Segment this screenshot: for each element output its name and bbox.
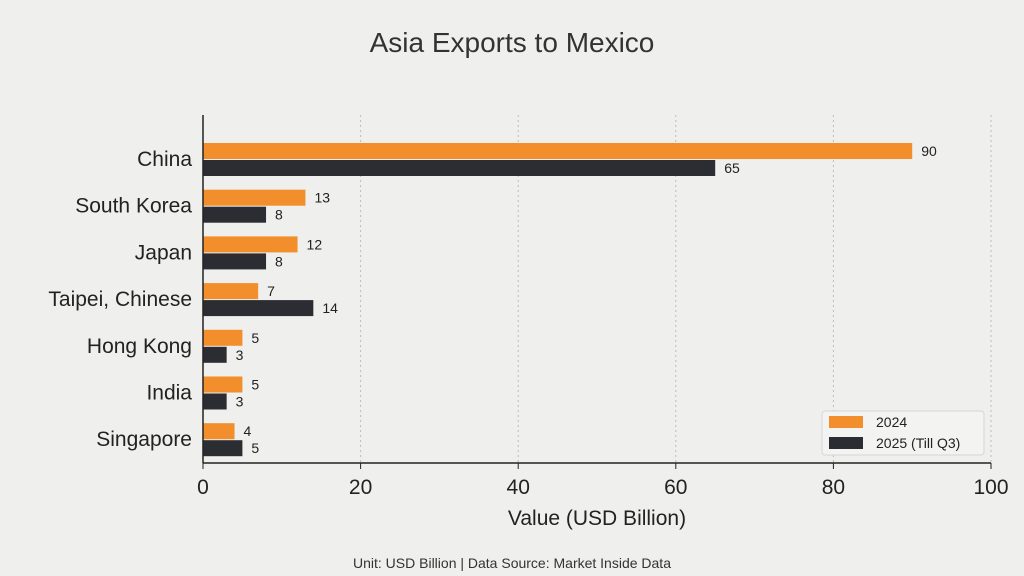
footnote: Unit: USD Billion | Data Source: Market … <box>353 555 671 571</box>
bar-2025 <box>203 393 227 410</box>
data-label: 4 <box>244 423 252 439</box>
data-label: 8 <box>275 253 283 269</box>
data-label: 3 <box>236 394 244 410</box>
data-label: 5 <box>251 330 259 346</box>
bar-2024 <box>203 189 306 206</box>
data-label: 5 <box>251 440 259 456</box>
x-tick-label: 20 <box>349 476 372 499</box>
data-label: 8 <box>275 207 283 223</box>
y-tick-label: South Korea <box>75 195 192 218</box>
data-label: 5 <box>251 377 259 393</box>
bar-2024 <box>203 423 235 440</box>
bar-2024 <box>203 376 243 393</box>
y-tick-label: China <box>137 148 192 171</box>
bar-2025 <box>203 206 267 223</box>
bar-2025 <box>203 300 314 317</box>
data-label: 90 <box>921 143 937 159</box>
data-label: 13 <box>314 190 330 206</box>
legend: 2024 2025 (Till Q3) <box>821 410 985 456</box>
y-tick-label: Singapore <box>96 428 192 451</box>
legend-label-2025: 2025 (Till Q3) <box>876 435 960 451</box>
bar-2024 <box>203 283 259 300</box>
legend-label-2024: 2024 <box>876 414 907 430</box>
legend-swatch-2024 <box>829 416 863 428</box>
bar-2025 <box>203 160 716 176</box>
bar-2025 <box>203 440 243 457</box>
bar-2024 <box>203 143 913 159</box>
bar-2024 <box>203 236 298 253</box>
x-tick-label: 60 <box>664 476 687 499</box>
data-label: 65 <box>724 160 740 176</box>
y-tick-label: India <box>146 382 192 405</box>
y-tick-label: Hong Kong <box>87 335 192 358</box>
y-tick-label: Taipei, Chinese <box>48 288 192 311</box>
legend-swatch-2025 <box>829 437 863 449</box>
data-label: 3 <box>236 347 244 363</box>
x-tick-label: 100 <box>973 476 1008 499</box>
x-tick-label: 0 <box>197 476 209 499</box>
x-axis-label: Value (USD Billion) <box>508 507 686 530</box>
data-label: 14 <box>322 300 338 316</box>
data-label: 12 <box>307 236 323 252</box>
bar-2024 <box>203 329 243 346</box>
chart-title: Asia Exports to Mexico <box>370 27 655 58</box>
x-tick-label: 40 <box>507 476 530 499</box>
x-tick-label: 80 <box>822 476 845 499</box>
bar-2025 <box>203 253 267 270</box>
y-tick-label: Japan <box>135 241 192 264</box>
bar-2025 <box>203 346 227 363</box>
data-label: 7 <box>267 283 275 299</box>
